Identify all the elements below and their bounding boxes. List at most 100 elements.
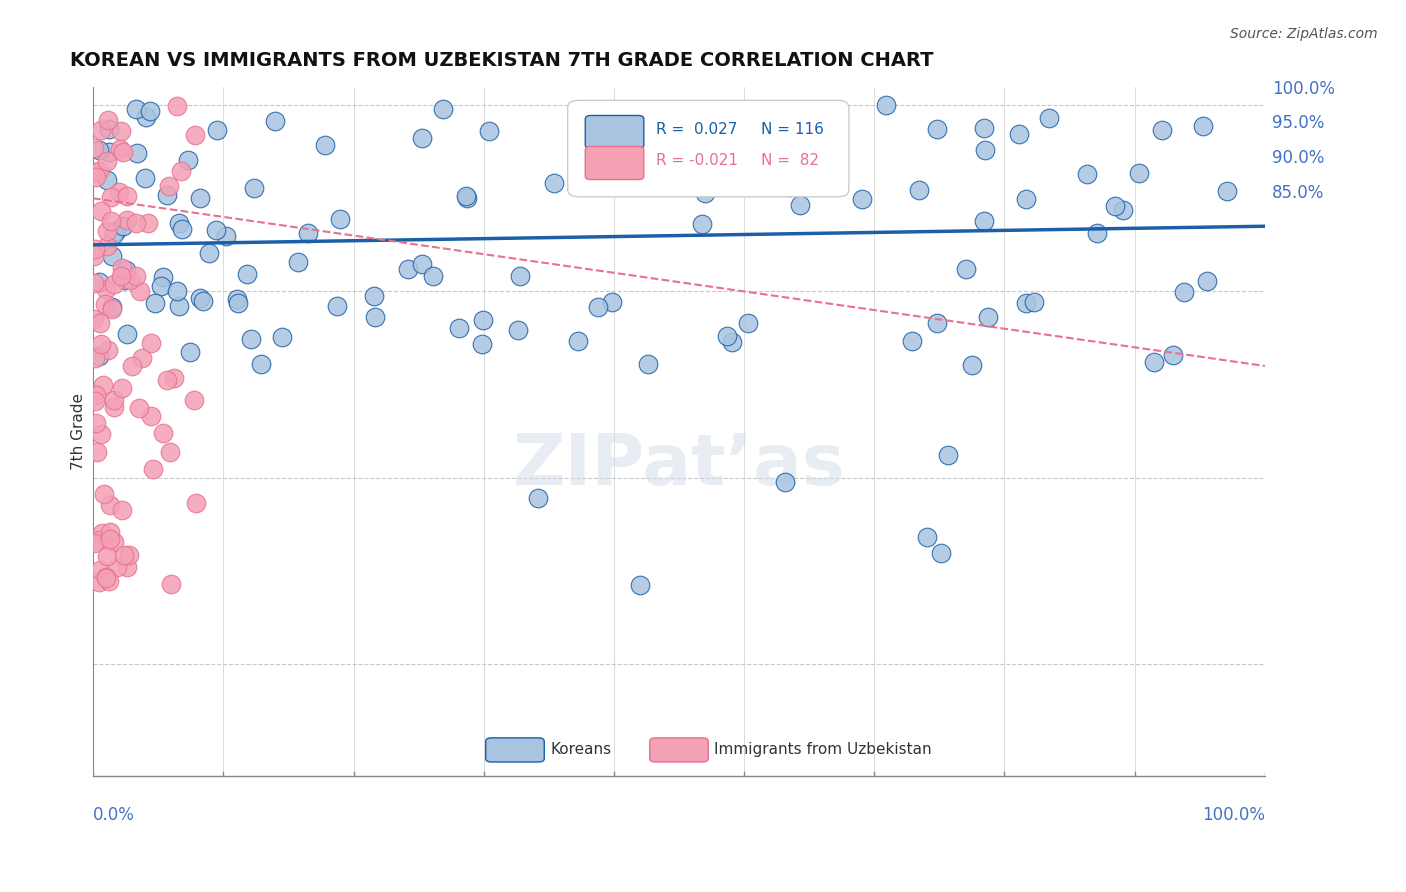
Point [100,190,122,204]
Point [955,261,977,276]
Point [111,503,134,517]
Point [1076,167,1098,181]
Point [96,173,118,187]
Point [111,219,134,233]
Point [915,530,938,544]
Point [166,284,188,298]
Point [114,262,136,277]
Point [166,99,188,113]
Point [90,426,112,441]
Point [974,143,997,157]
Point [449,320,471,334]
Point [1191,119,1213,133]
Point [139,104,162,119]
Point [83,536,105,550]
Point [110,268,132,283]
Point [83,312,105,326]
Point [128,401,150,415]
Point [149,279,172,293]
Point [188,192,211,206]
Point [1014,192,1036,206]
Text: N =  82: N = 82 [761,153,820,168]
Point [543,176,565,190]
Point [117,548,139,562]
Point [94,296,117,310]
Point [432,102,454,116]
Point [83,249,105,263]
Point [160,577,183,591]
Point [197,246,219,260]
Point [875,98,897,112]
Point [1104,198,1126,212]
Point [326,299,349,313]
Text: 0.0%: 0.0% [93,805,135,823]
Point [135,110,157,124]
Point [183,128,205,143]
Point [142,461,165,475]
Text: Source: ZipAtlas.com: Source: ZipAtlas.com [1230,27,1378,41]
Point [226,296,249,310]
Point [215,229,238,244]
Point [977,310,1000,324]
Point [183,392,205,407]
Point [97,113,120,128]
Point [179,345,201,359]
Point [111,260,134,275]
Point [236,267,259,281]
Point [411,131,433,145]
Point [143,296,166,310]
Point [100,214,122,228]
Point [456,191,478,205]
Point [329,212,352,227]
Point [156,188,179,202]
Point [973,120,995,135]
Point [115,212,138,227]
Point [100,301,122,316]
Point [170,163,193,178]
Point [1022,295,1045,310]
Point [152,269,174,284]
Point [908,183,931,197]
Text: ZIPat’as: ZIPat’as [513,431,845,500]
Point [789,197,811,211]
Point [115,560,138,574]
Point [661,176,683,190]
Point [900,334,922,349]
Point [104,224,127,238]
Point [157,179,180,194]
Point [1163,348,1185,362]
Point [103,392,125,407]
FancyBboxPatch shape [585,146,644,179]
Point [586,300,609,314]
Point [87,533,110,548]
Point [87,275,110,289]
Point [1173,285,1195,300]
Point [927,316,949,330]
Point [929,546,952,560]
Point [86,165,108,179]
Point [628,578,651,592]
Point [97,574,120,588]
Point [90,525,112,540]
Point [662,157,685,171]
Point [962,358,984,372]
Point [134,170,156,185]
FancyBboxPatch shape [650,738,709,762]
Point [111,381,134,395]
Point [90,123,112,137]
Point [925,121,948,136]
Point [139,335,162,350]
Point [84,388,107,402]
Point [287,255,309,269]
Point [112,548,135,562]
Point [89,575,111,590]
Point [226,293,249,307]
Point [91,377,114,392]
Point [108,185,131,199]
Y-axis label: 7th Grade: 7th Grade [72,392,86,470]
Point [98,524,121,539]
Point [103,534,125,549]
Point [851,192,873,206]
Point [96,549,118,563]
Point [125,268,148,283]
